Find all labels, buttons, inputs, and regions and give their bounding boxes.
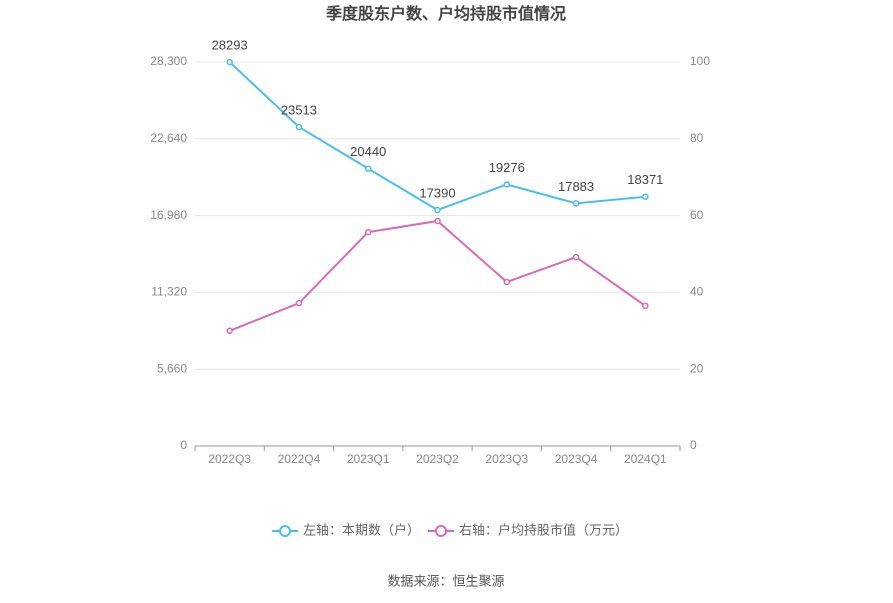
point <box>226 58 233 66</box>
point <box>572 200 580 207</box>
chart-title: 季度股东户数、户均持股市值情况 <box>325 4 566 23</box>
point <box>295 299 303 307</box>
point <box>364 228 372 236</box>
point <box>434 206 441 214</box>
point <box>503 181 511 188</box>
data-label: 20440 <box>350 144 386 159</box>
y2-tick-label: 20 <box>690 361 704 375</box>
legend-label: 左轴：本期数（户） <box>303 522 420 537</box>
data-label: 17390 <box>419 185 455 200</box>
x-tick-label: 2023Q3 <box>485 452 528 466</box>
data-label: 18371 <box>627 172 663 187</box>
data-label: 19276 <box>489 160 525 175</box>
y-tick-label: 5,660 <box>157 361 187 375</box>
point <box>642 302 649 310</box>
point <box>226 327 233 335</box>
legend-label: 右轴：户均持股市值（万元） <box>459 522 628 537</box>
point <box>642 193 649 200</box>
data-label: 23513 <box>281 102 317 117</box>
data-label: 17883 <box>558 179 594 194</box>
y-tick-label: 11,320 <box>151 285 187 299</box>
y2-tick-label: 80 <box>690 131 704 145</box>
legend-marker <box>435 525 447 537</box>
point <box>434 217 441 225</box>
y2-tick-label: 60 <box>690 208 704 222</box>
y-tick-label: 28,300 <box>150 54 187 68</box>
x-tick-label: 2024Q1 <box>624 452 667 466</box>
x-tick-label: 2023Q1 <box>347 452 390 466</box>
y2-tick-label: 100 <box>690 54 710 68</box>
x-tick-label: 2023Q2 <box>416 452 459 466</box>
x-tick-label: 2022Q3 <box>208 452 251 466</box>
data-label: 28293 <box>212 38 248 53</box>
source: 数据来源：恒生聚源 <box>387 573 504 588</box>
y-tick-label: 0 <box>180 438 187 452</box>
point <box>572 253 580 261</box>
y-tick-label: 16,980 <box>150 208 187 222</box>
y2-tick-label: 40 <box>690 285 704 299</box>
point <box>364 165 372 172</box>
point <box>503 278 511 286</box>
legend-marker <box>279 525 291 537</box>
x-tick-label: 2022Q4 <box>278 452 321 466</box>
y2-tick-label: 0 <box>690 438 697 452</box>
point <box>295 123 303 131</box>
x-tick-label: 2023Q4 <box>555 452 598 466</box>
y-tick-label: 22,640 <box>150 131 187 145</box>
series-line <box>229 219 646 332</box>
